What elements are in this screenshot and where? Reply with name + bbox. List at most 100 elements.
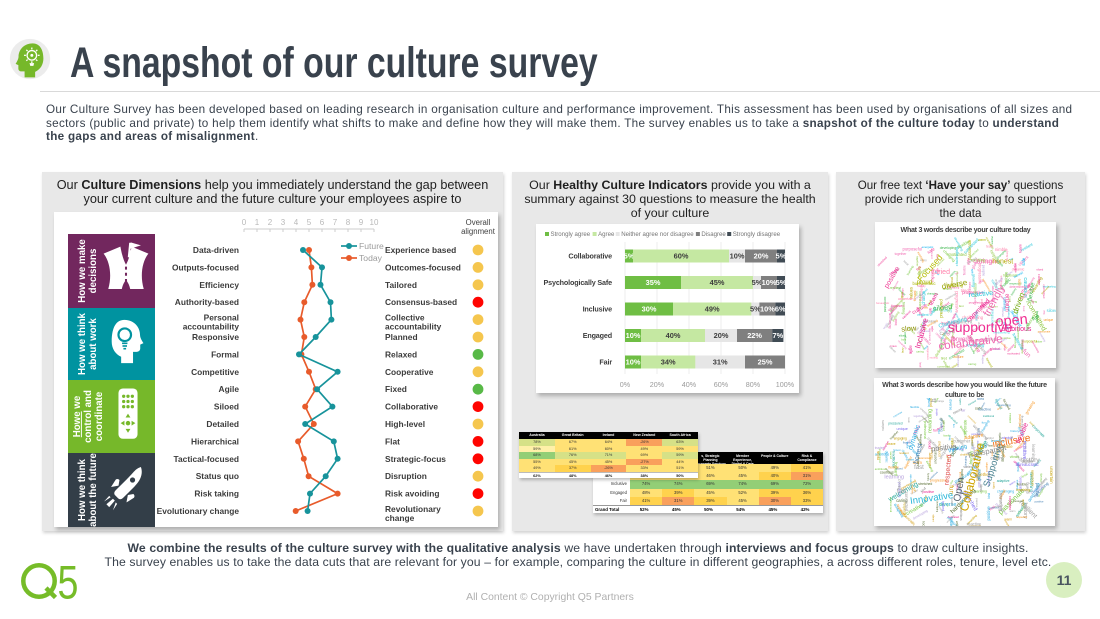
svg-text:bold: bold [928, 442, 932, 449]
svg-text:bold: bold [900, 292, 904, 298]
svg-text:welcoming: welcoming [917, 339, 926, 351]
svg-text:warm: warm [924, 495, 928, 501]
svg-text:fast: fast [1042, 310, 1046, 314]
svg-text:determined: determined [994, 328, 998, 342]
svg-text:trusted: trusted [1035, 311, 1039, 323]
svg-text:kind: kind [951, 335, 958, 342]
svg-text:flexible: flexible [903, 441, 912, 445]
svg-text:creative: creative [951, 327, 955, 338]
svg-text:fast: fast [959, 304, 964, 308]
svg-text:evolving: evolving [925, 460, 935, 473]
svg-text:nimble: nimble [970, 463, 979, 472]
svg-text:thinking: thinking [948, 444, 968, 455]
svg-text:helpful: helpful [950, 438, 954, 448]
svg-text:learning: learning [884, 475, 904, 481]
svg-text:unique: unique [1005, 293, 1011, 312]
svg-text:honest: honest [1016, 462, 1020, 472]
svg-text:warm: warm [1010, 510, 1016, 513]
svg-text:traditional: traditional [1003, 274, 1017, 278]
svg-text:40%: 40% [682, 380, 697, 389]
svg-text:supportive: supportive [948, 319, 1013, 335]
svg-text:varied: varied [939, 416, 946, 425]
svg-text:people: people [982, 265, 986, 276]
svg-text:corporate: corporate [1031, 424, 1045, 438]
svg-text:vibrant: vibrant [1032, 458, 1042, 468]
svg-text:vibrant: vibrant [901, 288, 905, 297]
svg-text:Responsive: Responsive [192, 332, 239, 342]
svg-text:ambitious: ambitious [1009, 412, 1012, 423]
svg-text:focused: focused [947, 362, 958, 368]
svg-text:safe: safe [975, 407, 982, 411]
svg-text:kind: kind [987, 493, 991, 499]
svg-text:fast: fast [924, 306, 928, 310]
svg-text:evolving: evolving [926, 318, 938, 327]
svg-text:engaging: engaging [894, 436, 907, 440]
svg-text:changing: changing [927, 291, 938, 295]
svg-text:growing: growing [1020, 415, 1024, 425]
svg-text:alignment: alignment [461, 227, 496, 236]
svg-text:respected: respected [944, 454, 954, 485]
svg-text:developing: developing [953, 236, 964, 252]
svg-text:diverse: diverse [948, 399, 952, 410]
svg-text:brave: brave [1020, 488, 1027, 492]
svg-text:Collaborative: Collaborative [568, 252, 612, 261]
svg-text:Consensus-based: Consensus-based [385, 297, 457, 307]
svg-text:chaotic: chaotic [993, 347, 1002, 351]
svg-text:dedicated: dedicated [947, 414, 959, 426]
svg-text:nimble: nimble [1002, 436, 1013, 440]
svg-text:change: change [921, 290, 926, 304]
svg-text:developing: developing [940, 246, 957, 250]
svg-text:diverse: diverse [939, 502, 957, 508]
svg-text:developing: developing [918, 415, 930, 424]
svg-text:hardworking: hardworking [972, 342, 984, 354]
svg-text:challenging: challenging [962, 315, 984, 320]
svg-text:respectful: respectful [903, 502, 907, 517]
svg-text:High-level: High-level [385, 419, 425, 429]
svg-text:Overall: Overall [466, 218, 491, 227]
svg-text:tired: tired [1022, 306, 1026, 312]
svg-text:customer: customer [891, 280, 900, 291]
svg-text:siloed: siloed [1036, 267, 1043, 271]
svg-text:siloed: siloed [1004, 344, 1007, 351]
svg-text:traditional: traditional [970, 436, 974, 449]
svg-text:focused: focused [891, 304, 904, 308]
svg-text:Outcomes-focused: Outcomes-focused [385, 262, 461, 272]
svg-text:caring: caring [973, 259, 992, 266]
svg-text:10%: 10% [760, 305, 775, 314]
svg-text:nimble: nimble [1017, 426, 1026, 437]
svg-text:connected: connected [937, 365, 950, 368]
svg-text:inspiring: inspiring [1024, 438, 1028, 449]
svg-text:dedicated: dedicated [934, 342, 946, 358]
svg-text:together: together [975, 472, 991, 477]
svg-text:bold: bold [937, 429, 941, 434]
svg-text:open: open [959, 398, 963, 405]
svg-text:family: family [1002, 321, 1010, 331]
svg-text:determined: determined [918, 456, 932, 460]
svg-text:evolving: evolving [1020, 339, 1024, 349]
svg-text:together: together [973, 294, 977, 304]
svg-text:reactive: reactive [990, 236, 994, 245]
svg-text:Engaged: Engaged [583, 331, 612, 340]
svg-text:uncertain: uncertain [1013, 444, 1025, 453]
svg-text:corporate: corporate [893, 410, 904, 418]
svg-text:proud: proud [941, 327, 951, 337]
svg-text:safe: safe [995, 504, 1001, 508]
svg-text:agile: agile [951, 312, 958, 320]
svg-text:connected: connected [967, 415, 977, 425]
svg-text:energetic: energetic [922, 245, 934, 249]
svg-text:values: values [888, 267, 899, 276]
svg-text:traditional: traditional [892, 451, 896, 468]
svg-text:accountability: accountability [183, 322, 240, 332]
svg-text:uncertain: uncertain [933, 450, 937, 464]
svg-text:uncertain: uncertain [1049, 466, 1054, 484]
svg-text:warm: warm [1008, 479, 1017, 486]
svg-text:Disagree: Disagree [701, 231, 726, 238]
svg-text:10%: 10% [730, 252, 745, 261]
svg-text:dedicated: dedicated [1021, 343, 1024, 354]
svg-text:inspiring: inspiring [1014, 440, 1025, 451]
svg-text:flexible: flexible [910, 405, 920, 409]
svg-text:forward: forward [913, 290, 917, 301]
svg-text:unique: unique [955, 521, 959, 526]
svg-text:accountability: accountability [385, 322, 442, 332]
svg-text:customer: customer [991, 285, 995, 299]
